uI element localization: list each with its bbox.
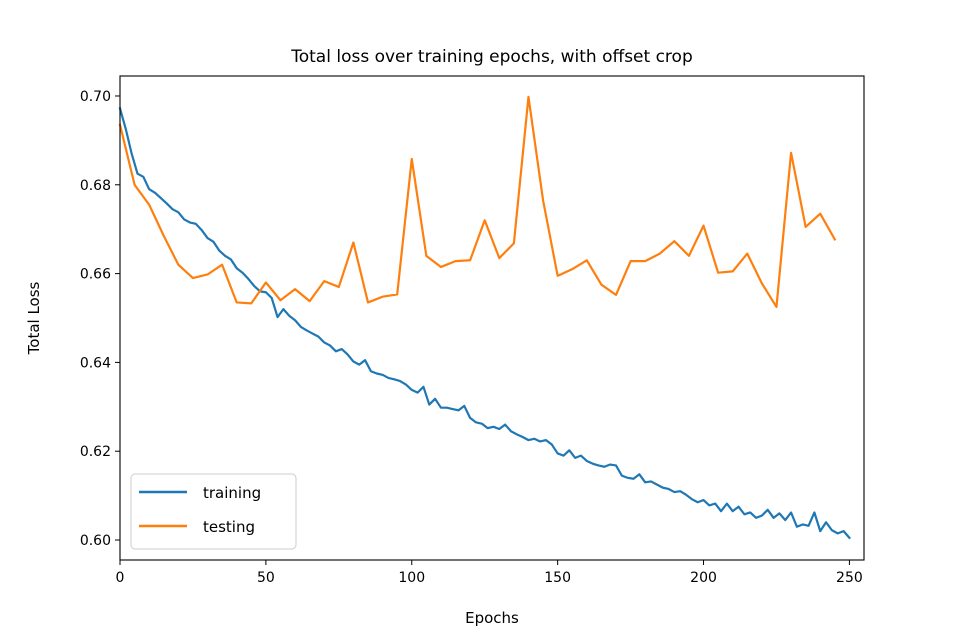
x-tick-label: 50: [257, 570, 275, 586]
plot-frame: [119, 75, 865, 561]
y-axis: 0.60 0.62 0.64 0.66 0.68 0.70: [80, 89, 120, 549]
y-tick-label: 0.64: [80, 355, 111, 371]
series-line-testing: [118, 95, 837, 308]
x-tick-label: 250: [836, 570, 863, 586]
x-tick-label: 0: [116, 570, 125, 586]
y-tick-label: 0.68: [80, 178, 111, 194]
y-tick-label: 0.60: [80, 533, 111, 549]
y-axis-label: Total Loss: [25, 281, 43, 355]
legend-label-training: training: [203, 484, 261, 502]
y-tick-label: 0.62: [80, 444, 111, 460]
x-tick-label: 200: [690, 570, 717, 586]
chart-title: Total loss over training epochs, with of…: [290, 47, 692, 67]
x-tick-label: 150: [544, 570, 571, 586]
y-tick-label: 0.70: [80, 89, 111, 105]
legend-label-testing: testing: [203, 518, 255, 536]
x-axis-label: Epochs: [465, 609, 519, 627]
legend: training testing: [130, 473, 297, 550]
plot-lines: [118, 95, 851, 540]
series-line-training: [118, 107, 851, 540]
x-tick-label: 100: [398, 570, 425, 586]
x-axis: 0 50 100 150 200 250: [116, 560, 863, 586]
y-tick-label: 0.66: [80, 267, 111, 283]
